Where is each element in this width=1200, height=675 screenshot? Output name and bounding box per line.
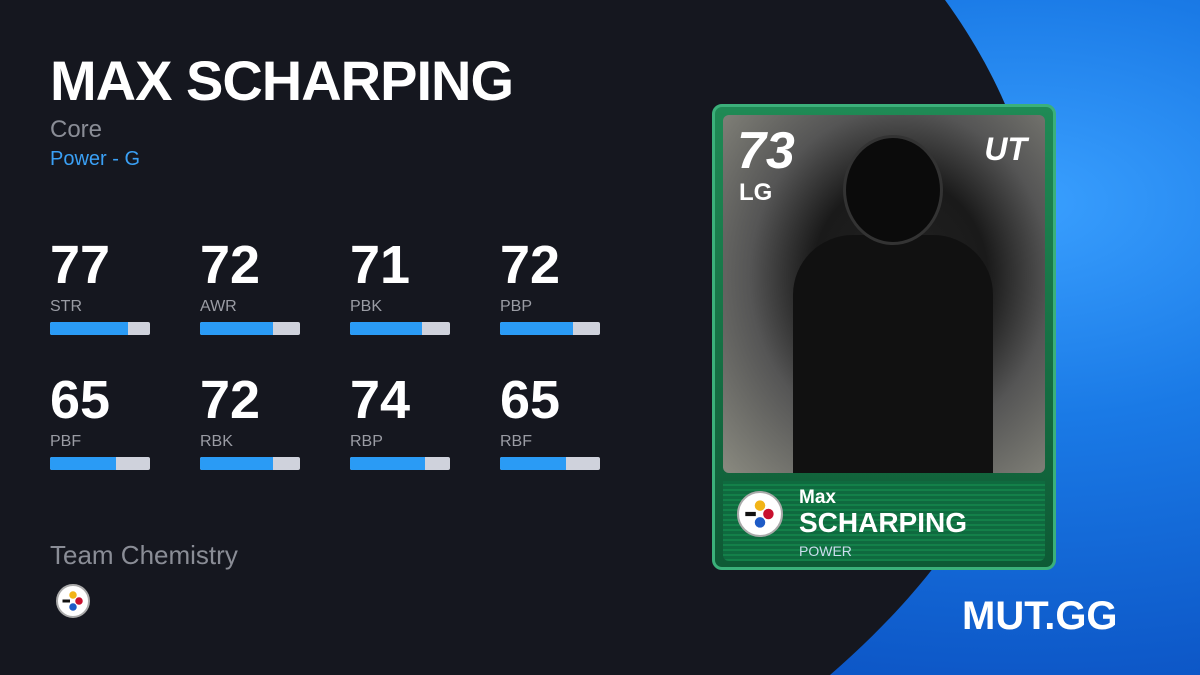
stat-bar <box>50 322 150 335</box>
stat-value: 71 <box>350 235 411 295</box>
card-footer: Max SCHARPING POWER <box>723 481 1045 561</box>
stat-value: 72 <box>200 235 261 295</box>
steelers-logo-icon <box>56 584 90 618</box>
stat-value: 74 <box>350 370 411 430</box>
stat-bar-fill <box>50 457 116 470</box>
card-archetype: POWER <box>799 543 852 559</box>
program-label: Core <box>50 116 103 143</box>
stat-bar-fill <box>200 322 273 335</box>
steelers-logo-icon <box>737 491 783 537</box>
card-first-name: Max <box>799 487 836 508</box>
stat-value: 65 <box>500 370 561 430</box>
stat-label: PBF <box>50 433 82 450</box>
player-card[interactable]: 73 LG UT Max SCHARPING POWER <box>712 104 1056 570</box>
stat-label: RBP <box>350 433 383 450</box>
stat-bar-fill <box>200 457 273 470</box>
stat-bar <box>200 457 300 470</box>
stat-bar <box>500 322 600 335</box>
stat-rbf: 65 RBF <box>500 373 600 470</box>
stat-label: PBP <box>500 298 533 315</box>
stat-label: STR <box>50 298 82 315</box>
stat-bar-fill <box>50 322 128 335</box>
player-photo: 73 LG UT <box>723 115 1045 473</box>
stat-pbp: 72 PBP <box>500 238 600 335</box>
stat-awr: 72 AWR <box>200 238 300 335</box>
stat-bar-fill <box>350 457 425 470</box>
archetype-label: Power - G <box>50 148 141 170</box>
brand-logo: MUT.GG <box>962 594 1118 638</box>
stat-rbk: 72 RBK <box>200 373 300 470</box>
player-name: MAX SCHARPING <box>50 49 514 112</box>
helmet-shape <box>843 135 943 245</box>
stat-value: 72 <box>200 370 261 430</box>
stat-str: 77 STR <box>50 238 150 335</box>
stat-bar <box>50 457 150 470</box>
stat-rbp: 74 RBP <box>350 373 450 470</box>
stat-bar <box>500 457 600 470</box>
ut-logo: UT <box>984 131 1027 167</box>
stat-bar-fill <box>500 322 573 335</box>
stat-bar-fill <box>350 322 422 335</box>
stat-label: AWR <box>200 298 237 315</box>
stat-bar-fill <box>500 457 566 470</box>
jersey-shape <box>793 235 993 473</box>
stat-label: RBF <box>500 433 532 450</box>
stat-pbk: 71 PBK <box>350 238 450 335</box>
stat-bar <box>350 322 450 335</box>
stat-label: PBK <box>350 298 383 315</box>
stat-value: 72 <box>500 235 561 295</box>
stat-bar <box>350 457 450 470</box>
stat-value: 77 <box>50 235 111 295</box>
card-last-name: SCHARPING <box>799 507 968 538</box>
stat-bar <box>200 322 300 335</box>
card-position: LG <box>739 179 773 206</box>
stat-label: RBK <box>200 433 233 450</box>
card-overall: 73 <box>737 122 795 180</box>
stat-pbf: 65 PBF <box>50 373 150 470</box>
stat-value: 65 <box>50 370 111 430</box>
team-chemistry-label: Team Chemistry <box>50 540 238 570</box>
